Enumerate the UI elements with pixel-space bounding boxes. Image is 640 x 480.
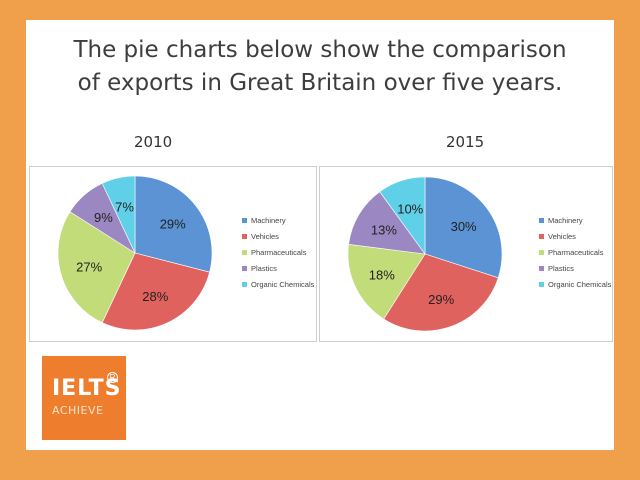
headline: The pie charts below show the comparison… [26, 34, 614, 100]
legend-label-2010-vehicles: Vehicles [251, 232, 279, 241]
data-label-2010-plastics: 9% [94, 210, 113, 225]
legend-swatch-2010-organic-chemicals [242, 282, 247, 287]
data-label-2015-machinery: 30% [451, 219, 477, 234]
legend-label-2010-pharmaceuticals: Pharmaceuticals [251, 248, 307, 257]
pie-chart-2010: 29% 28% 27% 9%7% Machinery Vehicles Pharmaceut… [57, 175, 315, 331]
data-label-2010-pharmaceuticals: 27% [76, 259, 102, 274]
legend-label-2010-machinery: Machinery [251, 216, 286, 225]
chart-title-2010: 2010 [134, 133, 173, 151]
logo-word-achieve: ACHIEVE [52, 404, 104, 417]
legend-label-2015-plastics: Plastics [548, 264, 574, 273]
legend-label-2015-vehicles: Vehicles [548, 232, 576, 241]
pie-slice-2010-machinery [134, 175, 213, 273]
data-label-2015-pharmaceuticals: 18% [369, 267, 395, 282]
legend-swatch-2015-pharmaceuticals [539, 250, 544, 255]
pie-slice-2015-vehicles [383, 253, 499, 332]
pie-slice-2010-organic-chemicals [101, 175, 136, 254]
legend-swatch-2010-machinery [242, 218, 247, 223]
data-label-2010-organic-chemicals: 7% [115, 199, 134, 214]
legend-swatch-2010-plastics [242, 266, 247, 271]
legend-swatch-2015-vehicles [539, 234, 544, 239]
data-label-2010-vehicles: 28% [142, 289, 168, 304]
pie-chart-panel-2010: 29% 28% 27% 9% 7% Machinery Vehicles Pharmaceut… [29, 166, 317, 342]
headline-line-1: The pie charts below show the comparison [73, 37, 567, 63]
pie-slice-2015-organic-chemicals [379, 176, 426, 255]
legend-swatch-2015-organic-chemicals [539, 282, 544, 287]
content-card: The pie charts below show the comparison… [26, 20, 614, 450]
legend-swatch-2015-plastics [539, 266, 544, 271]
legend-label-2010-organic-chemicals: Organic Chemicals [251, 280, 315, 289]
data-label-2015-vehicles: 29% [428, 292, 454, 307]
registered-mark-icon: R [107, 372, 118, 383]
legend-label-2015-pharmaceuticals: Pharmaceuticals [548, 248, 604, 257]
legend-label-2015-organic-chemicals: Organic Chemicals [548, 280, 612, 289]
data-label-2015-organic-chemicals: 10% [397, 202, 423, 217]
data-label-2015-plastics: 13% [371, 223, 397, 238]
legend-swatch-2015-machinery [539, 218, 544, 223]
chart-title-2015: 2015 [446, 133, 485, 151]
pie-slice-2015-machinery [424, 176, 503, 279]
pie-chart-panel-2015: 30% 29% 18% 13% 10% Machinery Vehicles Pharmace… [319, 166, 613, 342]
legend-label-2015-machinery: Machinery [548, 216, 583, 225]
pie-slice-2010-pharmaceuticals [57, 211, 136, 324]
legend-swatch-2010-pharmaceuticals [242, 250, 247, 255]
pie-chart-2015: 30% 29% 18% 13%10% Machinery Vehicles Pharmace… [347, 176, 612, 332]
headline-line-2: of exports in Great Britain over five ye… [77, 70, 563, 96]
legend-label-2010-plastics: Plastics [251, 264, 277, 273]
pie-slice-2010-vehicles [101, 252, 210, 331]
pie-slice-2015-pharmaceuticals [347, 244, 426, 320]
data-label-2010-machinery: 29% [160, 217, 186, 232]
legend-swatch-2010-vehicles [242, 234, 247, 239]
pie-slice-2015-plastics [348, 191, 426, 255]
ielts-achieve-logo: IELTS R ACHIEVE [42, 356, 126, 440]
